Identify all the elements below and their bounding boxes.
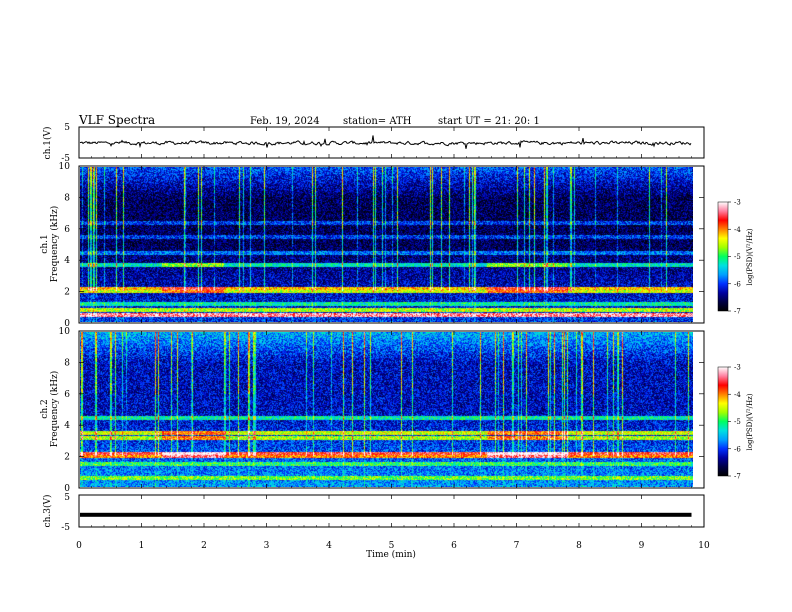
colorbar-tick-label: -4 [734, 226, 741, 234]
colorbar-tick-label: -3 [734, 364, 741, 372]
x-tick-label: 8 [576, 541, 582, 551]
colorbar-tick-label: -7 [734, 308, 741, 316]
x-tick-label: 4 [326, 541, 332, 551]
x-tick-label: 1 [139, 541, 145, 551]
x-tick-label: 9 [639, 541, 645, 551]
ch2-spec-ylabel-freq: Frequency (kHz) [49, 371, 60, 448]
x-tick-label: 6 [451, 541, 457, 551]
ch1-waveform-panel: 5 -5 ch.1(V) [42, 123, 705, 164]
colorbar-tick-label: -6 [734, 280, 741, 288]
ch1-spec-ylabel-ch: ch.1 [40, 234, 50, 253]
colorbar-tick-label: -7 [734, 473, 741, 481]
ch2-colorbar-label: log(PSD)(V²/Hz) [746, 393, 754, 450]
ch3-ytick-top: 5 [64, 493, 70, 503]
ch2-spec-ylabel-ch: ch.2 [40, 399, 50, 418]
y-tick-label: 4 [64, 256, 70, 266]
ch3-ytick-bottom: -5 [61, 523, 70, 533]
ch2-yticks: 0 2 4 6 8 10 [59, 327, 704, 494]
y-tick-label: 2 [64, 288, 70, 298]
ch2-spectrogram-panel: 0 2 4 6 8 10 ch.2 Frequency (kHz) [40, 327, 705, 494]
ch1-spec-image-holder [80, 167, 693, 322]
ch1-trace [79, 135, 692, 149]
x-tick-label: 0 [76, 541, 82, 551]
colorbar-tick-label: -4 [734, 391, 741, 399]
y-tick-label: 10 [59, 162, 71, 172]
station-label: station= ATH [343, 116, 412, 127]
ch1-colorbar-label: log(PSD)(V²/Hz) [746, 228, 754, 285]
ch3-waveform-panel: 5 -5 ch.3(V) [42, 493, 705, 533]
y-tick-label: 6 [64, 390, 70, 400]
y-tick-label: 0 [64, 484, 70, 494]
ch2-spectrogram-image [80, 332, 693, 487]
colorbar-tick-label: -6 [734, 445, 741, 453]
x-tick-label: 3 [264, 541, 270, 551]
ch1-spectrogram-image [80, 167, 693, 322]
colorbar-tick-label: -3 [734, 199, 741, 207]
colorbar-tick-label: -5 [734, 253, 741, 261]
x-axis-ticks: 0 1 2 3 4 5 6 7 8 9 10 [76, 127, 710, 551]
ch1-ytick-bottom: -5 [61, 154, 70, 164]
y-tick-label: 8 [64, 193, 70, 203]
y-tick-label: 2 [64, 453, 70, 463]
ch1-yticks: 0 2 4 6 8 10 [59, 162, 704, 329]
ch3-frame [78, 494, 705, 528]
ch1-colorbar-bar [717, 201, 729, 312]
y-tick-label: 0 [64, 319, 70, 329]
ch3-ylabel: ch.3(V) [42, 495, 53, 528]
y-tick-label: 8 [64, 358, 70, 368]
ch2-colorbar-ticks: -3 -4 -5 -6 -7 [728, 364, 741, 481]
start-time-label: start UT = 21: 20: 1 [438, 116, 540, 127]
y-tick-label: 10 [59, 327, 71, 337]
x-axis-label: Time (min) [366, 549, 416, 560]
ch1-spec-ylabel-freq: Frequency (kHz) [49, 206, 60, 283]
ch1-colorbar-ticks: -3 -4 -5 -6 -7 [728, 199, 741, 316]
x-tick-label: 5 [389, 541, 395, 551]
ch1-ylabel: ch.1(V) [42, 127, 53, 160]
y-tick-label: 6 [64, 225, 70, 235]
ch3-trace [80, 512, 692, 517]
ch2-colorbar-bar [717, 366, 729, 477]
ch2-colorbar: -3 -4 -5 -6 -7 log(PSD)(V²/Hz) [717, 364, 754, 481]
x-tick-label: 2 [201, 541, 207, 551]
ch1-spectrogram-panel: 0 2 4 6 8 10 ch.1 Frequency (kHz) [40, 162, 705, 329]
date-label: Feb. 19, 2024 [250, 116, 320, 127]
ch1-ytick-top: 5 [64, 123, 70, 133]
x-tick-label: 10 [698, 541, 710, 551]
x-tick-label: 7 [514, 541, 520, 551]
colorbar-tick-label: -5 [734, 418, 741, 426]
ch2-spec-image-holder [80, 332, 693, 487]
figure-title: VLF Spectra [78, 113, 155, 127]
y-tick-label: 4 [64, 421, 70, 431]
ch1-colorbar: -3 -4 -5 -6 -7 log(PSD)(V²/Hz) [717, 199, 754, 316]
